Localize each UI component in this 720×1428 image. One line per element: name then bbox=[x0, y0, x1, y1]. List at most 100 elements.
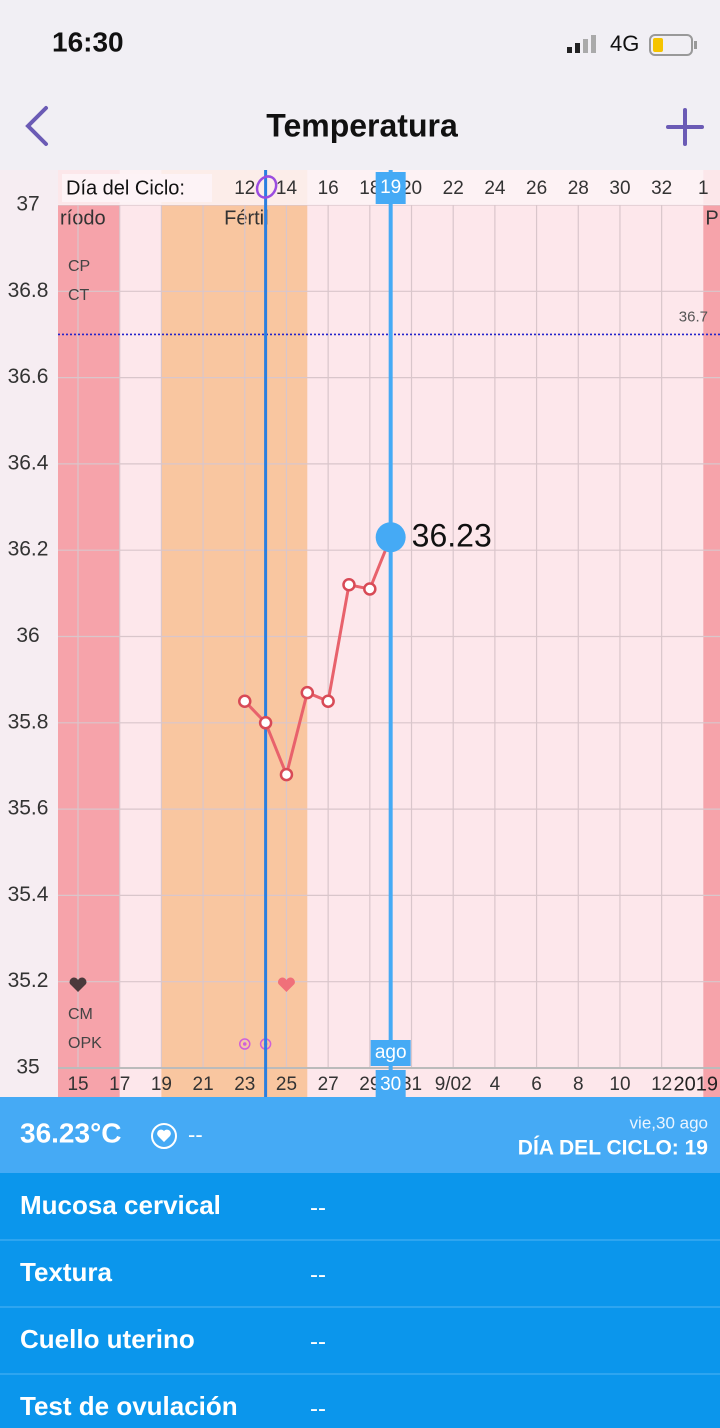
x-tick-label: 23 bbox=[234, 1074, 255, 1095]
selected-bottom-box bbox=[370, 1040, 411, 1066]
x-tick-label: 21 bbox=[193, 1074, 214, 1095]
x-tick-label: 8 bbox=[573, 1074, 584, 1095]
intercourse-icon bbox=[151, 1123, 177, 1149]
phase-band bbox=[58, 170, 120, 1097]
cm-heart bbox=[277, 977, 295, 992]
x2-tick-label: 18 bbox=[359, 178, 380, 199]
signal-icon bbox=[567, 35, 596, 53]
summary-date: vie,30 ago bbox=[630, 1113, 708, 1132]
signal-bar bbox=[567, 47, 572, 53]
x-tick-label: 31 bbox=[401, 1074, 422, 1095]
x2-tick-label: 20 bbox=[401, 178, 422, 199]
x-tick-label: 6 bbox=[531, 1074, 542, 1095]
x2-tick-label: 1 bbox=[698, 178, 709, 199]
x2-tick-label: 14 bbox=[276, 178, 298, 199]
add-button[interactable] bbox=[666, 108, 704, 146]
top-background bbox=[0, 0, 720, 170]
signal-bar bbox=[591, 35, 596, 53]
icon-heart bbox=[157, 1129, 171, 1142]
y-tick-label: 36.2 bbox=[8, 538, 49, 561]
signal-bar bbox=[575, 43, 580, 53]
detail-value: -- bbox=[310, 1261, 326, 1288]
x-year-label: 2019 bbox=[674, 1073, 719, 1095]
row-label: CT bbox=[68, 287, 90, 304]
detail-row[interactable] bbox=[0, 1173, 720, 1240]
coverline-label: 36.7 bbox=[679, 308, 708, 325]
battery-level bbox=[653, 38, 663, 52]
icon-ring bbox=[151, 1123, 177, 1149]
temperature-point bbox=[279, 767, 294, 782]
detail-row[interactable] bbox=[0, 1374, 720, 1428]
x-tick-label: 29 bbox=[359, 1074, 380, 1095]
temperature-point bbox=[342, 577, 356, 592]
temperature-point bbox=[258, 716, 273, 730]
temperature-point bbox=[363, 582, 377, 596]
opk-marker-dot bbox=[242, 1042, 247, 1046]
selected-month: ago bbox=[375, 1042, 407, 1063]
details-list: Mucosa cervical -- Textura -- Cuello uterino… bbox=[0, 1173, 720, 1428]
y-tick-label: 36.6 bbox=[8, 365, 49, 388]
y-tick-label: 35.6 bbox=[8, 797, 49, 820]
x-tick-label: 17 bbox=[109, 1074, 130, 1095]
x-tick-label: 12 bbox=[651, 1074, 672, 1095]
y-axis-background bbox=[0, 170, 58, 1097]
phase-band bbox=[703, 170, 720, 1097]
selected-value-label: 36.23 bbox=[412, 518, 492, 554]
temperature-point bbox=[238, 694, 252, 708]
y-tick-label: 36.8 bbox=[8, 279, 49, 302]
y-tick-label: 35.8 bbox=[8, 710, 49, 733]
detail-row[interactable] bbox=[0, 1240, 720, 1307]
battery-icon bbox=[649, 34, 697, 56]
clock: 16:30 bbox=[52, 26, 124, 57]
y-tick-label: 35 bbox=[16, 1056, 39, 1079]
x2-tick-label: 24 bbox=[484, 178, 506, 199]
x2-tick-label: 28 bbox=[568, 178, 589, 199]
summary-temperature: 36.23°C bbox=[20, 1117, 122, 1148]
x-tick-label: 25 bbox=[276, 1074, 297, 1095]
x2-tick-label: 26 bbox=[526, 178, 547, 199]
x2-tick-label: 32 bbox=[651, 178, 672, 199]
x2-tick-label: 22 bbox=[443, 178, 464, 199]
y-tick-label: 37 bbox=[16, 193, 39, 216]
cm-heart bbox=[69, 977, 87, 992]
phase-label: P bbox=[705, 207, 718, 229]
battery-frame bbox=[649, 34, 693, 56]
y-tick-label: 35.4 bbox=[8, 883, 49, 906]
selected-point[interactable] bbox=[375, 522, 406, 553]
detail-value: -- bbox=[310, 1194, 326, 1221]
screen-title: Temperatura bbox=[266, 107, 458, 143]
y-tick-label: 35.2 bbox=[8, 969, 49, 992]
phase-label: ríodo bbox=[60, 207, 106, 229]
x-tick-label: 4 bbox=[490, 1074, 501, 1095]
back-button[interactable] bbox=[25, 106, 48, 146]
x-tick-label: 15 bbox=[67, 1074, 88, 1095]
x-tick-label: 10 bbox=[609, 1074, 630, 1095]
row-label: CP bbox=[68, 258, 90, 275]
y-tick-label: 36.4 bbox=[8, 451, 49, 474]
detail-row[interactable] bbox=[0, 1307, 720, 1374]
x2-title-background bbox=[62, 174, 212, 202]
opk-marker bbox=[239, 1038, 251, 1050]
detail-label: Test de ovulación bbox=[20, 1391, 238, 1421]
temperature-point bbox=[321, 694, 335, 708]
summary-cycle-day: DÍA DEL CICLO: 19 bbox=[518, 1137, 708, 1160]
network-type: 4G bbox=[610, 31, 639, 56]
selected-top-box bbox=[375, 172, 406, 204]
selected-cycle-day: 19 bbox=[380, 177, 401, 198]
phase-band bbox=[161, 170, 308, 1097]
ovulation-marker bbox=[255, 175, 278, 199]
battery-tip bbox=[694, 41, 697, 49]
detail-label: Mucosa cervical bbox=[20, 1190, 221, 1220]
temperature-point bbox=[300, 685, 315, 700]
detail-label: Cuello uterino bbox=[20, 1324, 195, 1354]
x-tick-label: 9/02 bbox=[435, 1074, 472, 1095]
x-tick-label: 19 bbox=[151, 1074, 172, 1095]
summary-intercourse: -- bbox=[188, 1122, 203, 1147]
x2-tick-label: 16 bbox=[318, 178, 339, 199]
x2-tick-label: 12 bbox=[234, 178, 255, 199]
phase-label: Fértil bbox=[224, 207, 268, 229]
x-tick-label: 27 bbox=[318, 1074, 339, 1095]
overlay: 35 35.2 35.4 35.6 35.8 36 36.2 36.4 36.6 36.8 37 15… bbox=[8, 170, 720, 1097]
detail-label: Textura bbox=[20, 1257, 113, 1287]
